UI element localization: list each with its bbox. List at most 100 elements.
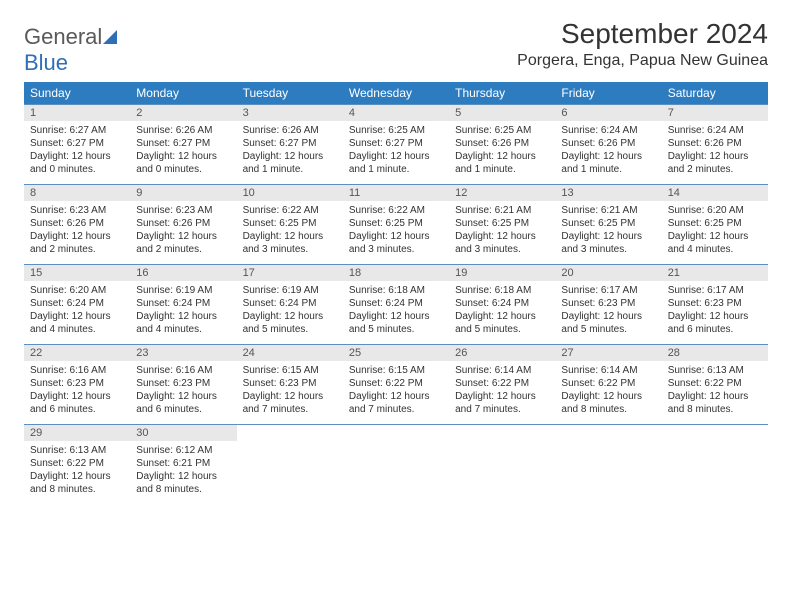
daylight-text: Daylight: 12 hours and 5 minutes. xyxy=(349,310,443,336)
calendar-week-row: 22Sunrise: 6:16 AMSunset: 6:23 PMDayligh… xyxy=(24,345,768,425)
day-number: 28 xyxy=(662,345,768,361)
sunrise-text: Sunrise: 6:23 AM xyxy=(30,204,124,217)
calendar-week-row: 15Sunrise: 6:20 AMSunset: 6:24 PMDayligh… xyxy=(24,265,768,345)
calendar-day-cell: 27Sunrise: 6:14 AMSunset: 6:22 PMDayligh… xyxy=(555,345,661,425)
day-content: Sunrise: 6:13 AMSunset: 6:22 PMDaylight:… xyxy=(24,441,130,504)
title-block: September 2024 Porgera, Enga, Papua New … xyxy=(517,18,768,70)
day-number: 4 xyxy=(343,105,449,121)
day-content: Sunrise: 6:17 AMSunset: 6:23 PMDaylight:… xyxy=(662,281,768,344)
daylight-text: Daylight: 12 hours and 0 minutes. xyxy=(30,150,124,176)
sunrise-text: Sunrise: 6:15 AM xyxy=(243,364,337,377)
calendar-week-row: 29Sunrise: 6:13 AMSunset: 6:22 PMDayligh… xyxy=(24,425,768,505)
calendar-day-cell: 17Sunrise: 6:19 AMSunset: 6:24 PMDayligh… xyxy=(237,265,343,345)
sunrise-text: Sunrise: 6:22 AM xyxy=(349,204,443,217)
day-content: Sunrise: 6:15 AMSunset: 6:22 PMDaylight:… xyxy=(343,361,449,424)
sunrise-text: Sunrise: 6:25 AM xyxy=(455,124,549,137)
calendar-day-cell: 28Sunrise: 6:13 AMSunset: 6:22 PMDayligh… xyxy=(662,345,768,425)
calendar-day-cell: 14Sunrise: 6:20 AMSunset: 6:25 PMDayligh… xyxy=(662,185,768,265)
daylight-text: Daylight: 12 hours and 7 minutes. xyxy=(243,390,337,416)
sunrise-text: Sunrise: 6:18 AM xyxy=(349,284,443,297)
day-number: 27 xyxy=(555,345,661,361)
calendar-day-cell: 5Sunrise: 6:25 AMSunset: 6:26 PMDaylight… xyxy=(449,105,555,185)
daylight-text: Daylight: 12 hours and 1 minute. xyxy=(561,150,655,176)
sunset-text: Sunset: 6:23 PM xyxy=(136,377,230,390)
calendar-day-cell: 3Sunrise: 6:26 AMSunset: 6:27 PMDaylight… xyxy=(237,105,343,185)
sunset-text: Sunset: 6:21 PM xyxy=(136,457,230,470)
calendar-day-cell: 2Sunrise: 6:26 AMSunset: 6:27 PMDaylight… xyxy=(130,105,236,185)
calendar-body: 1Sunrise: 6:27 AMSunset: 6:27 PMDaylight… xyxy=(24,105,768,505)
calendar-day-cell: 24Sunrise: 6:15 AMSunset: 6:23 PMDayligh… xyxy=(237,345,343,425)
day-header: Tuesday xyxy=(237,82,343,105)
sunset-text: Sunset: 6:25 PM xyxy=(668,217,762,230)
day-number: 18 xyxy=(343,265,449,281)
sunset-text: Sunset: 6:26 PM xyxy=(455,137,549,150)
day-number: 26 xyxy=(449,345,555,361)
calendar-table: SundayMondayTuesdayWednesdayThursdayFrid… xyxy=(24,82,768,504)
day-content: Sunrise: 6:27 AMSunset: 6:27 PMDaylight:… xyxy=(24,121,130,184)
day-content: Sunrise: 6:24 AMSunset: 6:26 PMDaylight:… xyxy=(555,121,661,184)
location-subtitle: Porgera, Enga, Papua New Guinea xyxy=(517,52,768,70)
daylight-text: Daylight: 12 hours and 4 minutes. xyxy=(30,310,124,336)
day-content: Sunrise: 6:15 AMSunset: 6:23 PMDaylight:… xyxy=(237,361,343,424)
sunrise-text: Sunrise: 6:12 AM xyxy=(136,444,230,457)
calendar-day-cell xyxy=(555,425,661,505)
calendar-day-cell: 1Sunrise: 6:27 AMSunset: 6:27 PMDaylight… xyxy=(24,105,130,185)
day-number: 3 xyxy=(237,105,343,121)
day-content: Sunrise: 6:14 AMSunset: 6:22 PMDaylight:… xyxy=(449,361,555,424)
day-content: Sunrise: 6:19 AMSunset: 6:24 PMDaylight:… xyxy=(237,281,343,344)
sunset-text: Sunset: 6:26 PM xyxy=(30,217,124,230)
sunset-text: Sunset: 6:25 PM xyxy=(455,217,549,230)
daylight-text: Daylight: 12 hours and 5 minutes. xyxy=(243,310,337,336)
day-content: Sunrise: 6:25 AMSunset: 6:26 PMDaylight:… xyxy=(449,121,555,184)
day-header: Friday xyxy=(555,82,661,105)
sunset-text: Sunset: 6:22 PM xyxy=(349,377,443,390)
sunset-text: Sunset: 6:23 PM xyxy=(30,377,124,390)
day-number: 19 xyxy=(449,265,555,281)
sunrise-text: Sunrise: 6:18 AM xyxy=(455,284,549,297)
calendar-day-cell: 21Sunrise: 6:17 AMSunset: 6:23 PMDayligh… xyxy=(662,265,768,345)
day-number: 2 xyxy=(130,105,236,121)
daylight-text: Daylight: 12 hours and 7 minutes. xyxy=(455,390,549,416)
calendar-day-cell: 30Sunrise: 6:12 AMSunset: 6:21 PMDayligh… xyxy=(130,425,236,505)
daylight-text: Daylight: 12 hours and 1 minute. xyxy=(349,150,443,176)
daylight-text: Daylight: 12 hours and 3 minutes. xyxy=(455,230,549,256)
sunrise-text: Sunrise: 6:26 AM xyxy=(243,124,337,137)
sunset-text: Sunset: 6:23 PM xyxy=(243,377,337,390)
day-content: Sunrise: 6:12 AMSunset: 6:21 PMDaylight:… xyxy=(130,441,236,504)
daylight-text: Daylight: 12 hours and 5 minutes. xyxy=(455,310,549,336)
daylight-text: Daylight: 12 hours and 0 minutes. xyxy=(136,150,230,176)
daylight-text: Daylight: 12 hours and 4 minutes. xyxy=(136,310,230,336)
day-content: Sunrise: 6:23 AMSunset: 6:26 PMDaylight:… xyxy=(130,201,236,264)
sunrise-text: Sunrise: 6:21 AM xyxy=(561,204,655,217)
calendar-day-cell xyxy=(449,425,555,505)
calendar-day-cell: 23Sunrise: 6:16 AMSunset: 6:23 PMDayligh… xyxy=(130,345,236,425)
calendar-day-cell: 4Sunrise: 6:25 AMSunset: 6:27 PMDaylight… xyxy=(343,105,449,185)
daylight-text: Daylight: 12 hours and 1 minute. xyxy=(243,150,337,176)
calendar-day-cell: 22Sunrise: 6:16 AMSunset: 6:23 PMDayligh… xyxy=(24,345,130,425)
sunrise-text: Sunrise: 6:14 AM xyxy=(455,364,549,377)
day-number: 15 xyxy=(24,265,130,281)
day-number: 6 xyxy=(555,105,661,121)
sunset-text: Sunset: 6:26 PM xyxy=(668,137,762,150)
sunset-text: Sunset: 6:22 PM xyxy=(668,377,762,390)
sunset-text: Sunset: 6:22 PM xyxy=(455,377,549,390)
daylight-text: Daylight: 12 hours and 6 minutes. xyxy=(136,390,230,416)
daylight-text: Daylight: 12 hours and 3 minutes. xyxy=(561,230,655,256)
day-content: Sunrise: 6:23 AMSunset: 6:26 PMDaylight:… xyxy=(24,201,130,264)
logo-text-blue: Blue xyxy=(24,50,68,75)
day-content: Sunrise: 6:20 AMSunset: 6:25 PMDaylight:… xyxy=(662,201,768,264)
sunrise-text: Sunrise: 6:23 AM xyxy=(136,204,230,217)
sunset-text: Sunset: 6:24 PM xyxy=(349,297,443,310)
sunrise-text: Sunrise: 6:21 AM xyxy=(455,204,549,217)
day-content: Sunrise: 6:26 AMSunset: 6:27 PMDaylight:… xyxy=(130,121,236,184)
sunset-text: Sunset: 6:24 PM xyxy=(136,297,230,310)
day-content: Sunrise: 6:14 AMSunset: 6:22 PMDaylight:… xyxy=(555,361,661,424)
logo: General Blue xyxy=(24,18,119,76)
sunrise-text: Sunrise: 6:22 AM xyxy=(243,204,337,217)
daylight-text: Daylight: 12 hours and 7 minutes. xyxy=(349,390,443,416)
sunrise-text: Sunrise: 6:24 AM xyxy=(561,124,655,137)
sunset-text: Sunset: 6:27 PM xyxy=(136,137,230,150)
sunset-text: Sunset: 6:25 PM xyxy=(561,217,655,230)
daylight-text: Daylight: 12 hours and 6 minutes. xyxy=(30,390,124,416)
day-number: 22 xyxy=(24,345,130,361)
